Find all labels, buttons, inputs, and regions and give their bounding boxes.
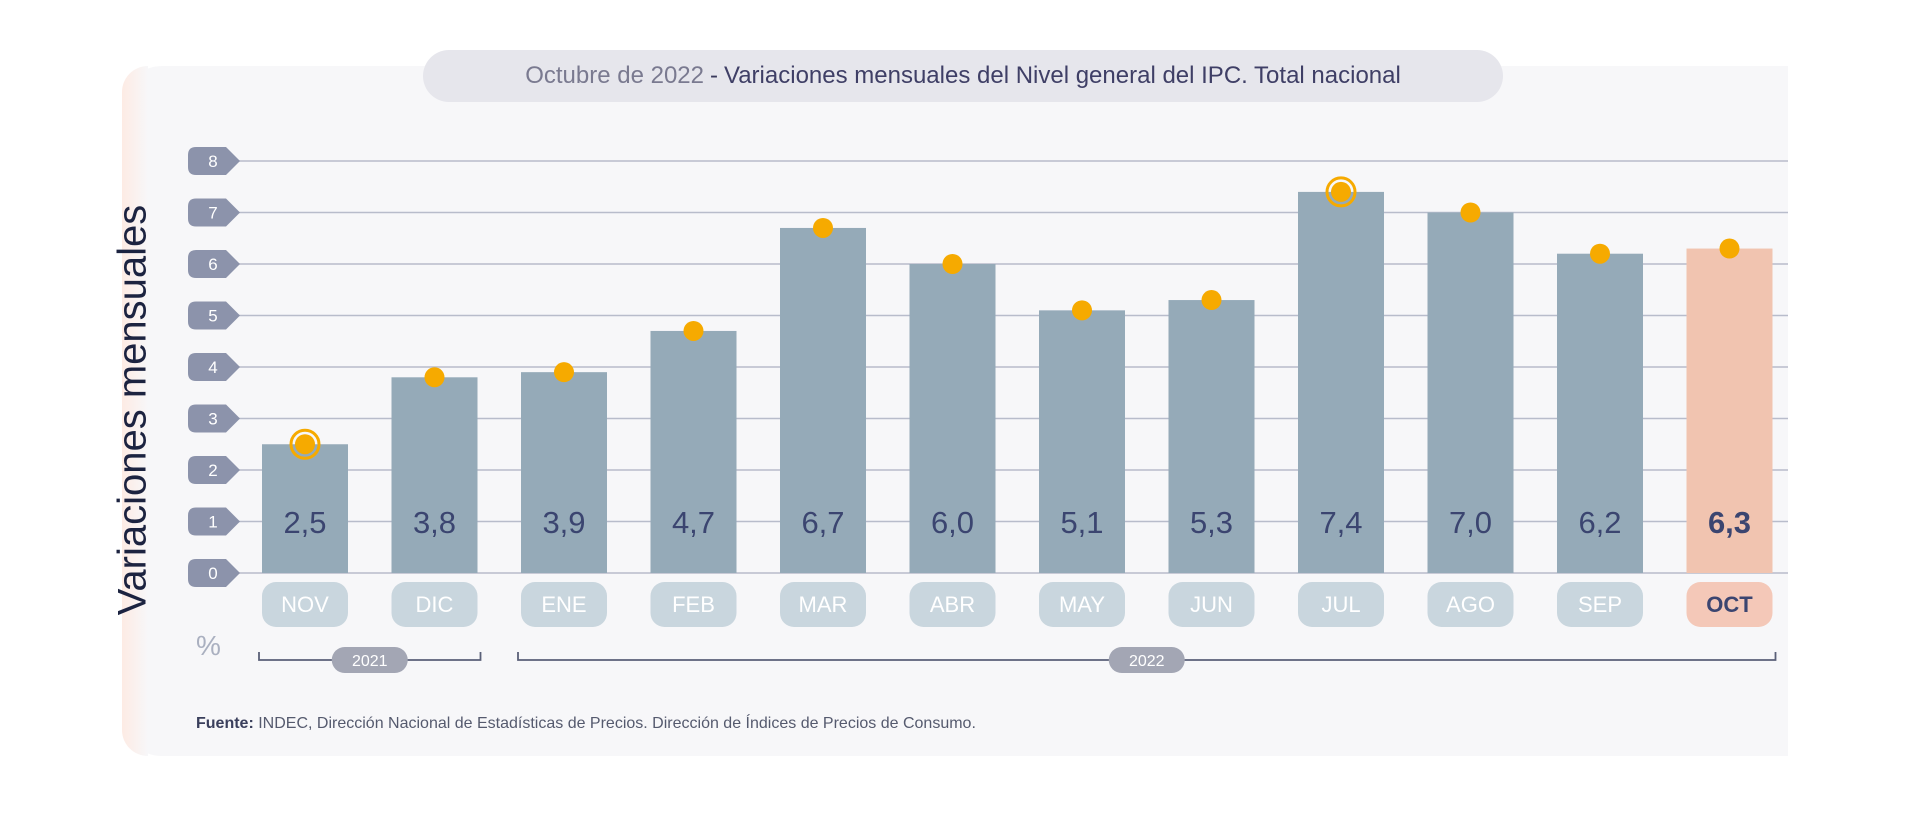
data-label: 4,7 xyxy=(672,505,715,540)
x-tick-label: MAR xyxy=(799,592,848,617)
bar xyxy=(780,227,866,573)
title-date: Octubre de 2022 xyxy=(525,62,704,89)
y-tick-pill xyxy=(188,353,240,381)
month-pill xyxy=(1557,582,1643,627)
x-tick-label: NOV xyxy=(281,592,329,617)
month-pill xyxy=(521,582,607,627)
title-main: Variaciones mensuales del Nivel general … xyxy=(723,62,1401,89)
data-label: 6,3 xyxy=(1708,505,1751,540)
data-label: 7,4 xyxy=(1319,505,1362,540)
point-marker xyxy=(554,362,574,383)
data-label: 7,0 xyxy=(1449,505,1492,540)
bar xyxy=(521,372,607,573)
x-tick-label: JUL xyxy=(1321,592,1360,617)
chart-title: Octubre de 2022 - Variaciones mensuales … xyxy=(423,50,1503,102)
month-pill xyxy=(391,582,478,627)
y-tick-label: 5 xyxy=(208,307,217,326)
bar xyxy=(1686,248,1773,574)
bar xyxy=(391,377,478,573)
point-marker xyxy=(683,320,704,341)
y-tick-pill xyxy=(188,198,240,227)
data-label: 3,8 xyxy=(413,505,456,540)
month-pill xyxy=(1039,582,1125,627)
data-label: 5,3 xyxy=(1190,505,1233,540)
point-marker xyxy=(813,217,833,238)
y-tick-pill xyxy=(188,559,240,587)
point-marker xyxy=(1201,290,1222,311)
bar xyxy=(1039,310,1125,573)
y-tick-pill xyxy=(188,456,240,484)
bar xyxy=(650,330,737,573)
title-separator: - xyxy=(709,62,718,89)
year-pill xyxy=(1108,647,1185,673)
bar xyxy=(262,444,348,573)
data-label: 5,1 xyxy=(1060,505,1103,540)
bar xyxy=(909,264,996,573)
y-tick-pill xyxy=(188,250,240,278)
y-tick-label: 7 xyxy=(208,204,217,223)
y-tick-label: 8 xyxy=(208,152,217,171)
month-pill xyxy=(909,582,996,627)
y-tick-pill xyxy=(188,404,240,433)
point-marker xyxy=(942,254,963,274)
y-tick-label: 0 xyxy=(208,564,217,583)
source-note: Fuente: INDEC, Dirección Nacional de Est… xyxy=(196,715,976,733)
point-ring xyxy=(289,428,321,460)
y-tick-label: 4 xyxy=(208,358,217,377)
y-tick-pill xyxy=(188,147,240,175)
point-marker xyxy=(1331,181,1351,202)
year-pill xyxy=(331,647,408,673)
y-tick-label: 6 xyxy=(208,255,217,274)
point-marker xyxy=(1590,243,1610,264)
x-tick-label: OCT xyxy=(1706,592,1753,617)
point-marker xyxy=(295,434,315,455)
x-tick-label: ENE xyxy=(541,592,586,617)
bar xyxy=(1427,212,1514,573)
source-label: Fuente: xyxy=(196,715,254,732)
y-tick-pill xyxy=(188,301,240,330)
month-pill xyxy=(1686,582,1773,627)
unit-label: % xyxy=(196,630,221,661)
point-marker xyxy=(1719,238,1740,259)
data-label: 6,0 xyxy=(931,505,974,540)
y-tick-pill xyxy=(188,507,240,536)
month-pill xyxy=(262,582,348,627)
month-pill xyxy=(650,582,737,627)
point-marker xyxy=(1460,202,1481,223)
month-pill xyxy=(1427,582,1514,627)
bar xyxy=(1168,300,1255,573)
year-label: 2021 xyxy=(352,653,388,670)
point-marker xyxy=(1072,300,1092,321)
month-pill xyxy=(1168,582,1255,627)
data-label: 3,9 xyxy=(542,505,585,540)
x-tick-label: MAY xyxy=(1059,592,1105,617)
data-label: 6,2 xyxy=(1578,505,1621,540)
month-pill xyxy=(1298,582,1384,627)
x-tick-label: ABR xyxy=(930,592,975,617)
year-label: 2022 xyxy=(1129,653,1165,670)
bar xyxy=(1557,253,1643,573)
data-label: 2,5 xyxy=(283,505,326,540)
x-tick-label: AGO xyxy=(1446,592,1495,617)
bar xyxy=(1298,191,1384,573)
x-tick-label: SEP xyxy=(1578,592,1622,617)
point-marker xyxy=(424,367,445,388)
month-pill xyxy=(780,582,866,627)
x-tick-label: DIC xyxy=(416,592,454,617)
data-label: 6,7 xyxy=(801,505,844,540)
panel-edge-accent xyxy=(122,66,148,756)
point-ring xyxy=(1325,176,1357,208)
y-tick-label: 2 xyxy=(208,461,217,480)
y-tick-label: 1 xyxy=(208,513,217,532)
x-tick-label: FEB xyxy=(672,592,715,617)
source-text: INDEC, Dirección Nacional de Estadística… xyxy=(258,715,976,732)
x-tick-label: JUN xyxy=(1190,592,1233,617)
y-tick-label: 3 xyxy=(208,410,217,429)
